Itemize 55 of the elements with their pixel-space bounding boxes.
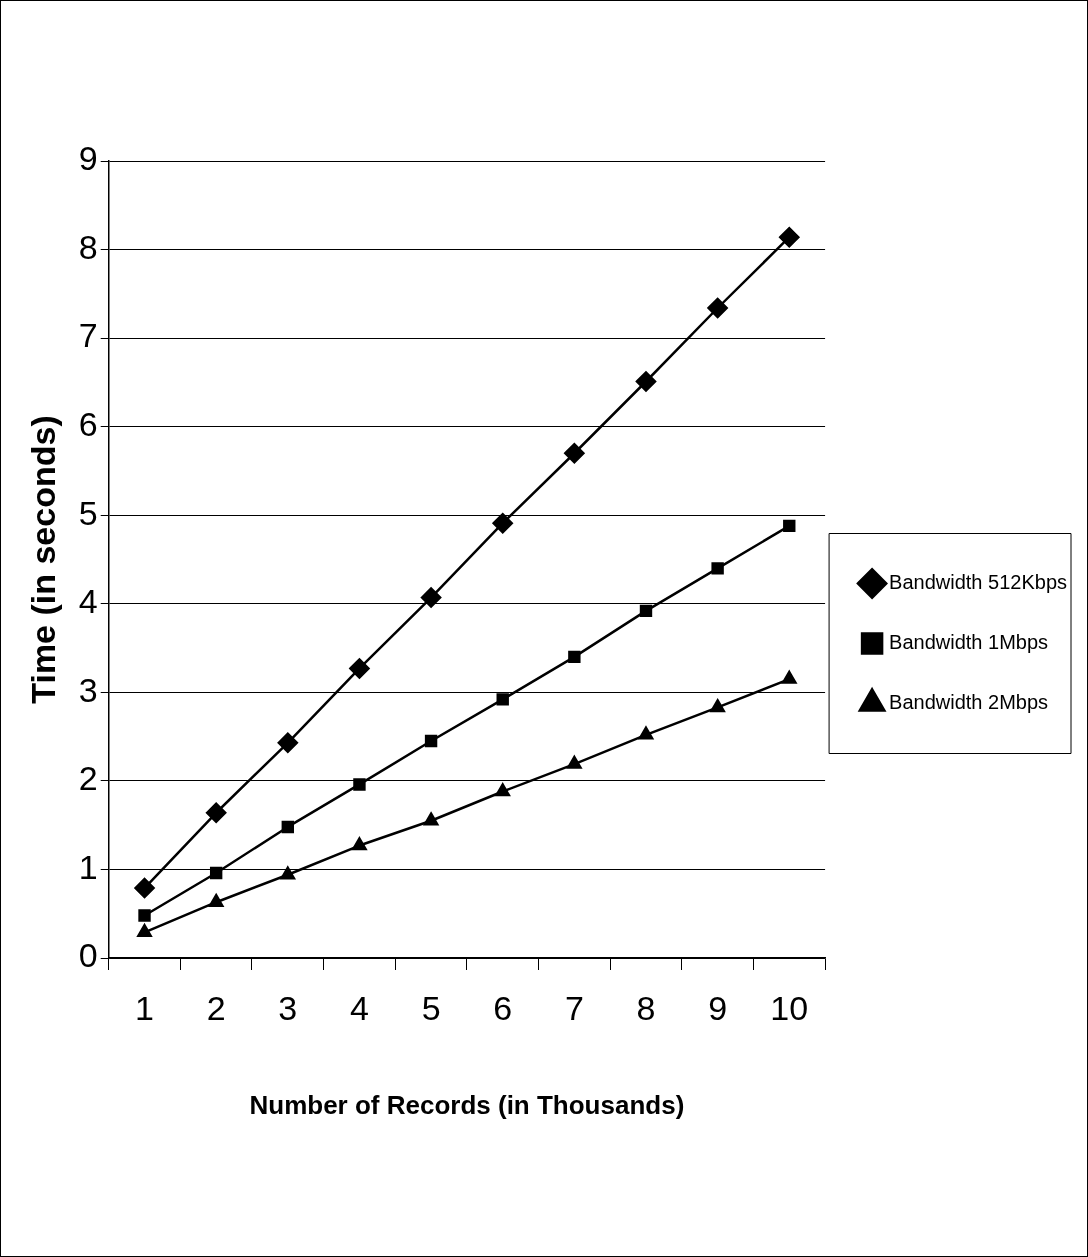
point	[779, 226, 800, 248]
point	[568, 650, 581, 664]
x-tick-label: 10	[770, 988, 809, 1027]
point	[638, 726, 654, 740]
point	[138, 909, 151, 922]
y-tick-label: 3	[78, 670, 98, 709]
point	[134, 877, 155, 899]
y-tick-label: 0	[78, 936, 98, 975]
point	[564, 442, 585, 464]
point	[353, 778, 366, 791]
point	[783, 519, 796, 533]
point	[205, 802, 227, 824]
point	[209, 866, 223, 880]
point	[567, 755, 582, 769]
x-tick-label: 9	[708, 988, 728, 1027]
y-tick-label: 9	[78, 139, 98, 178]
legend-label: Bandwidth 2Mbps	[889, 691, 1049, 714]
y-tick-label: 4	[78, 582, 98, 621]
x-tick-label: 4	[349, 988, 369, 1027]
point	[420, 587, 442, 608]
point	[349, 658, 370, 679]
y-axis-title: Time (in seconds)	[23, 415, 62, 704]
point	[639, 604, 653, 618]
x-tick-label: 7	[564, 988, 584, 1027]
legend-label: Bandwidth 512Kbps	[889, 571, 1068, 594]
x-tick-label: 2	[206, 988, 226, 1027]
point	[495, 783, 511, 797]
point	[423, 812, 439, 826]
point	[711, 562, 724, 575]
point	[710, 699, 725, 713]
y-tick-label: 1	[78, 847, 98, 886]
y-tick-label: 2	[78, 759, 98, 798]
y-tick-label: 7	[78, 316, 98, 355]
x-tick-label: 6	[493, 988, 513, 1027]
x-tick-label: 3	[278, 988, 298, 1027]
point	[496, 693, 509, 706]
point	[277, 732, 299, 754]
x-tick-label: 5	[421, 988, 441, 1027]
x-axis-title: Number of Records (in Thousands)	[249, 1089, 685, 1120]
y-tick-label: 6	[78, 405, 98, 444]
point	[781, 670, 797, 684]
point	[208, 893, 224, 907]
point	[352, 837, 367, 851]
point	[137, 924, 152, 938]
point	[424, 734, 438, 748]
y-tick-label: 5	[78, 493, 98, 532]
point	[280, 866, 296, 880]
point	[707, 297, 728, 319]
legend-label: Bandwidth 1Mbps	[889, 631, 1049, 654]
x-tick-label: 1	[135, 988, 154, 1027]
point	[492, 512, 513, 534]
x-tick-label: 8	[636, 988, 656, 1027]
point	[635, 371, 657, 392]
point	[281, 820, 294, 834]
y-tick-label: 8	[78, 227, 98, 266]
